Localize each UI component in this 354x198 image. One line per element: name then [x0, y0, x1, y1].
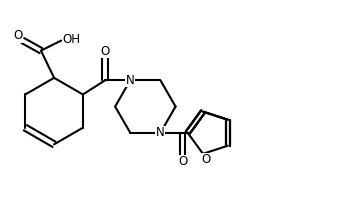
Text: N: N — [126, 74, 135, 87]
Text: OH: OH — [62, 33, 80, 46]
Text: N: N — [156, 126, 165, 139]
Text: O: O — [201, 153, 211, 166]
Text: O: O — [13, 29, 22, 42]
Text: O: O — [101, 45, 110, 58]
Text: O: O — [178, 155, 187, 168]
